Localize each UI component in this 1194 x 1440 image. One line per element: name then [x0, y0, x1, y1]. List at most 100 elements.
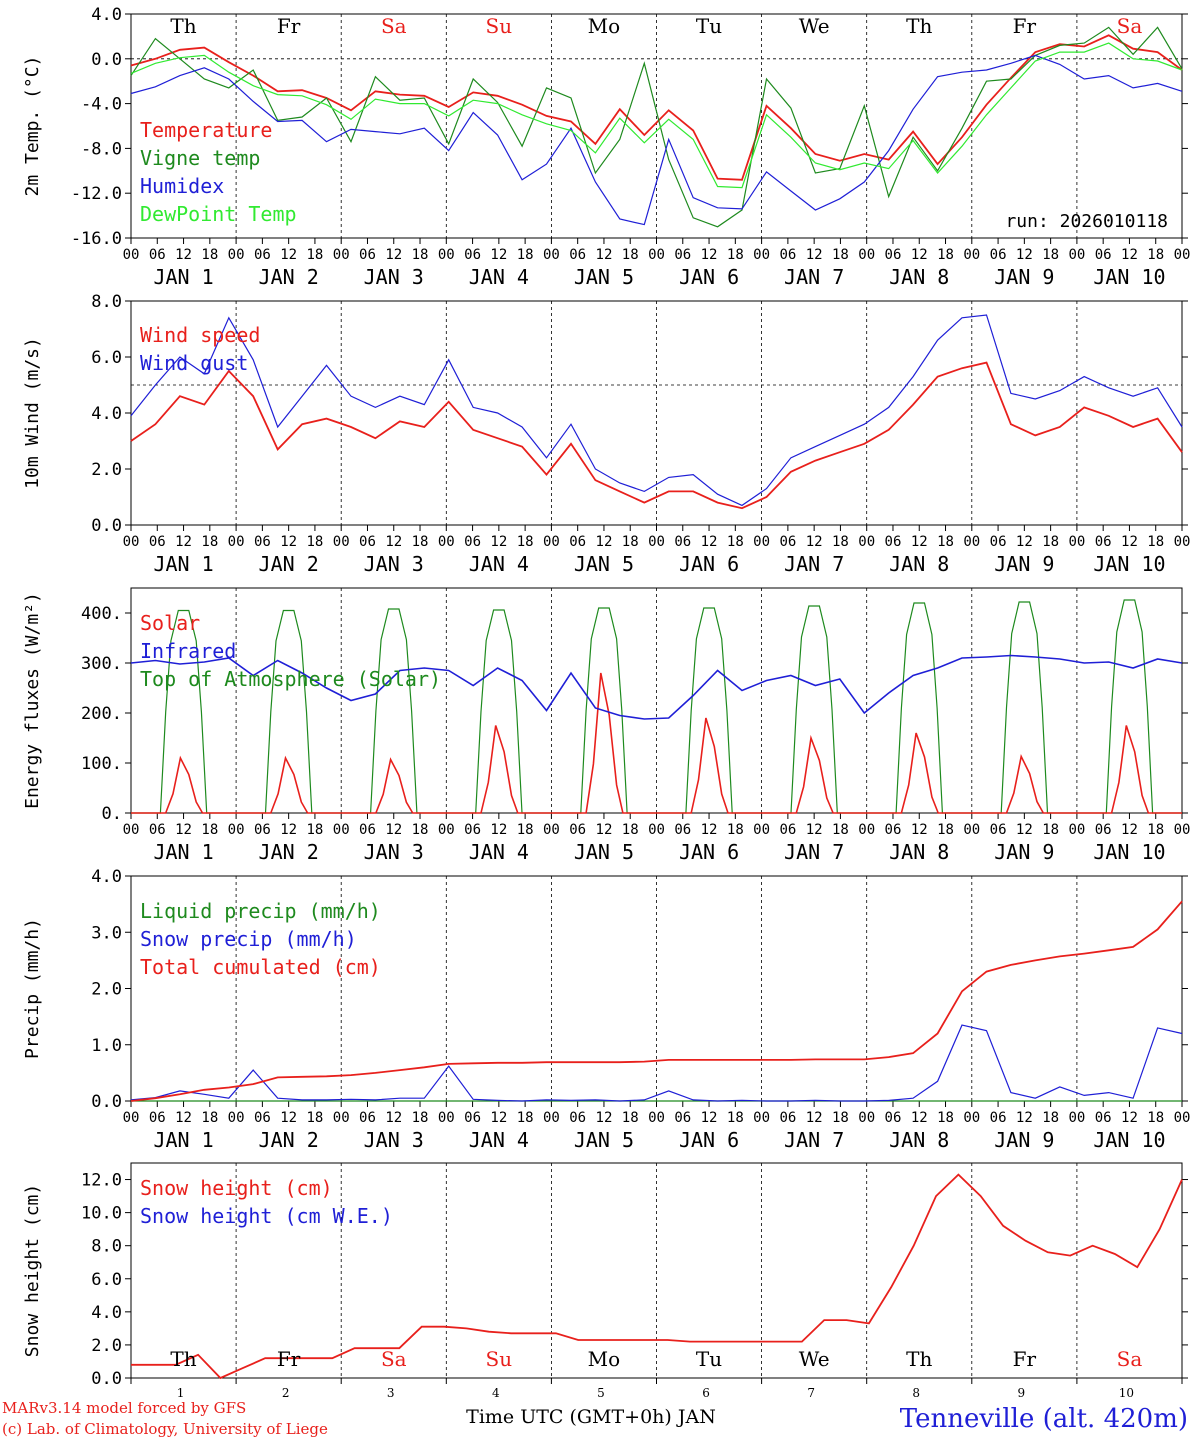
x-hour-label: 06 [885, 534, 902, 550]
x-hour-label: 12 [596, 534, 613, 550]
x-hour-label: 00 [1174, 822, 1191, 838]
x-axis-title: Time UTC (GMT+0h) JAN [466, 1406, 716, 1428]
x-hour-label: 00 [963, 247, 980, 263]
day-name: Th [906, 1347, 932, 1371]
series-temperature [130, 34, 1183, 181]
x-hour-label: 12 [1121, 1110, 1138, 1126]
day-name: Fr [277, 14, 301, 38]
x-date-label: JAN 9 [994, 265, 1054, 289]
day-name: Tu [696, 14, 722, 38]
y-tick-label: 8.0 [91, 292, 122, 312]
day-name: Tu [696, 1347, 722, 1371]
panel-2: 10m Wind (m/s) [22, 300, 1188, 531]
day-name: Su [486, 1347, 513, 1371]
x-date-number: 5 [597, 1386, 605, 1400]
panel-4: Precip (mm/h) [22, 875, 1188, 1107]
x-hour-label: 06 [674, 534, 691, 550]
x-hour-label: 00 [648, 534, 665, 550]
x-date-label: JAN 4 [469, 265, 529, 289]
x-hour-label: 12 [911, 822, 928, 838]
legend-entry: Snow precip (mm/h) [140, 927, 357, 951]
x-hour-label: 12 [280, 822, 297, 838]
x-hour-label: 06 [990, 247, 1007, 263]
x-hour-label: 00 [438, 822, 455, 838]
x-hour-label: 18 [937, 534, 954, 550]
x-hour-label: 00 [543, 1110, 560, 1126]
x-hour-label: 06 [464, 247, 481, 263]
x-hour-label: 12 [806, 534, 823, 550]
series-infrared [130, 654, 1183, 720]
legend-entry: Humidex [140, 174, 224, 198]
x-hour-label: 00 [1068, 1110, 1085, 1126]
y-axis-label: 2m Temp. (°C) [22, 56, 43, 197]
x-hour-label: 00 [648, 247, 665, 263]
x-hour-label: 06 [1095, 822, 1112, 838]
x-hour-label: 18 [517, 534, 534, 550]
x-hour-label: 12 [1121, 822, 1138, 838]
footer-model-text: MARv3.14 model forced by GFS [2, 1399, 246, 1417]
x-hour-label: 12 [385, 822, 402, 838]
x-hour-label: 06 [569, 1110, 586, 1126]
x-date-label: JAN 3 [364, 552, 424, 576]
x-hour-label: 12 [490, 534, 507, 550]
footer-lab-text: (c) Lab. of Climatology, University of L… [2, 1420, 328, 1438]
x-hour-label: 00 [858, 247, 875, 263]
x-hour-label: 06 [254, 247, 271, 263]
y-tick-label: 300. [81, 654, 122, 674]
x-hour-label: 12 [596, 822, 613, 838]
x-hour-label: 18 [937, 822, 954, 838]
legend-entry: Total cumulated (cm) [140, 955, 381, 979]
x-hour-label: 18 [306, 1110, 323, 1126]
day-name: Th [170, 14, 196, 38]
y-tick-label: 0.0 [91, 1092, 122, 1112]
series-wind-gust [130, 314, 1183, 507]
y-tick-label: 400. [81, 604, 122, 624]
x-hour-label: 18 [622, 534, 639, 550]
panel-3: Energy fluxes (W/m²) [22, 587, 1188, 819]
x-hour-label: 00 [1174, 1110, 1191, 1126]
x-date-label: JAN 5 [574, 1128, 634, 1152]
x-hour-label: 12 [701, 822, 718, 838]
x-hour-label: 18 [517, 822, 534, 838]
x-date-label: JAN 6 [679, 840, 739, 864]
day-name: We [799, 1347, 830, 1371]
x-hour-label: 06 [779, 247, 796, 263]
y-tick-label: 3.0 [91, 923, 122, 943]
x-hour-label: 06 [779, 822, 796, 838]
x-hour-label: 06 [990, 822, 1007, 838]
y-tick-label: 0.0 [91, 516, 122, 536]
x-hour-label: 00 [438, 1110, 455, 1126]
x-date-label: JAN 10 [1093, 840, 1165, 864]
x-date-number: 10 [1119, 1386, 1134, 1400]
x-hour-label: 00 [753, 247, 770, 263]
x-date-label: JAN 10 [1093, 552, 1165, 576]
legend-entry: Snow height (cm) [140, 1176, 333, 1200]
x-hour-label: 18 [1147, 247, 1164, 263]
x-date-label: JAN 8 [889, 840, 949, 864]
x-date-label: JAN 9 [994, 1128, 1054, 1152]
y-tick-label: -16.0 [71, 229, 122, 249]
x-hour-label: 12 [806, 1110, 823, 1126]
x-hour-label: 18 [412, 822, 429, 838]
x-hour-label: 18 [727, 247, 744, 263]
x-hour-label: 12 [1016, 1110, 1033, 1126]
day-name: Mo [588, 1347, 621, 1371]
day-name: Th [906, 14, 932, 38]
x-date-label: JAN 1 [153, 552, 213, 576]
legend-entry: Liquid precip (mm/h) [140, 899, 381, 923]
x-date-label: JAN 3 [364, 1128, 424, 1152]
x-hour-label: 18 [622, 1110, 639, 1126]
x-date-number: 7 [807, 1386, 815, 1400]
x-date-label: JAN 8 [889, 552, 949, 576]
x-date-label: JAN 9 [994, 552, 1054, 576]
x-hour-label: 06 [779, 1110, 796, 1126]
x-hour-label: 12 [490, 247, 507, 263]
x-hour-label: 18 [201, 822, 218, 838]
x-date-label: JAN 7 [784, 265, 844, 289]
x-hour-label: 00 [858, 534, 875, 550]
x-hour-label: 06 [464, 534, 481, 550]
plot-frame [130, 587, 1183, 814]
x-hour-label: 18 [832, 822, 849, 838]
legend-entry: Snow height (cm W.E.) [140, 1204, 393, 1228]
